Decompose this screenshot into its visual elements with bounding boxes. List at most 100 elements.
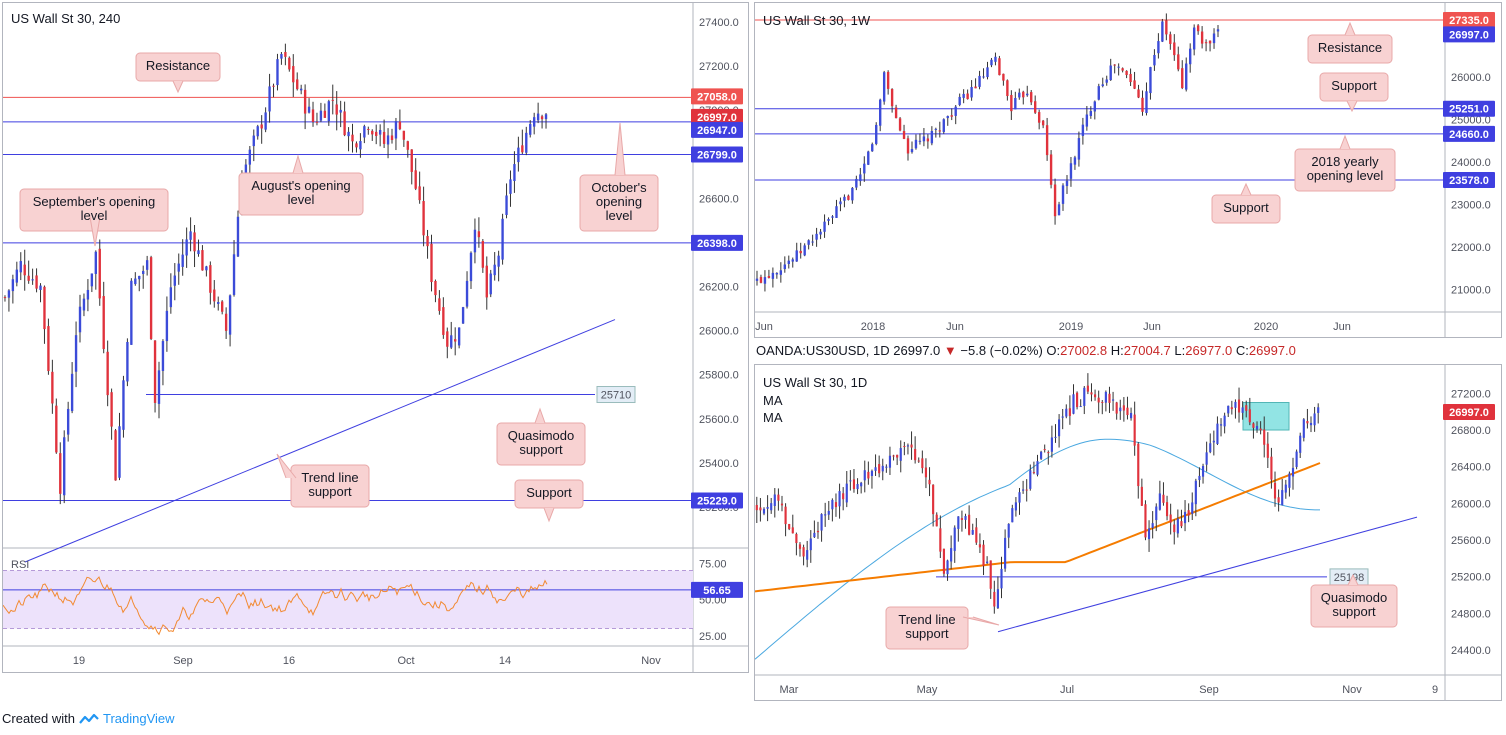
p4h-x-tick: 14 — [499, 655, 511, 667]
candle-body — [303, 89, 307, 114]
candle-body — [1273, 482, 1277, 499]
candle-body — [47, 326, 50, 372]
candle-body — [1043, 449, 1046, 451]
open-label: O: — [1046, 343, 1061, 358]
candle-body — [1192, 27, 1196, 50]
callout-resistance: Resistance — [135, 52, 221, 94]
candle-body — [971, 529, 974, 535]
chart-4h-svg[interactable]: 2571027400.027200.027000.026800.026600.0… — [3, 3, 749, 673]
candle-body — [1109, 65, 1112, 81]
candle-body — [228, 295, 232, 335]
candle-body — [1194, 480, 1197, 505]
candle-body — [942, 119, 945, 132]
candle-body — [236, 216, 240, 257]
candle-body — [996, 589, 999, 609]
callout-pointer — [292, 154, 304, 174]
footer-credit[interactable]: Created with TradingView — [2, 711, 175, 726]
candle-body — [775, 272, 779, 275]
candle-body — [759, 507, 762, 511]
candle-body — [161, 341, 165, 371]
candle-body — [935, 514, 938, 527]
candle-body — [770, 503, 773, 511]
p4h-y-tick: 25800.0 — [699, 370, 739, 382]
candle-body — [1176, 518, 1179, 534]
candle-body — [918, 140, 922, 142]
candle-body — [966, 93, 969, 100]
callout-text: opening — [596, 194, 642, 209]
candle-body — [855, 178, 858, 188]
candle-body — [540, 116, 544, 120]
trend-line — [24, 319, 616, 563]
candle-body — [1085, 114, 1089, 127]
price-tag: 26947.0 — [691, 121, 743, 138]
candle-body — [1101, 401, 1104, 403]
p1d-x-tick: Jul — [1060, 684, 1074, 696]
candle-body — [311, 109, 315, 122]
symbol-label: OANDA:US30USD, 1D — [756, 343, 890, 358]
candle-body — [280, 53, 283, 59]
candle-body — [892, 455, 895, 457]
price-tag: 25251.0 — [1443, 100, 1495, 117]
candle-body — [946, 560, 949, 575]
candle-body — [477, 231, 481, 238]
price-tag-bg — [1443, 403, 1495, 420]
candle-body — [1291, 467, 1295, 477]
chart-1d-svg[interactable]: 25198 27200.0 26800.0 26400.0 26000.0 25600.0… — [755, 365, 1502, 701]
candle-body — [957, 516, 960, 529]
candle-body — [11, 279, 15, 292]
candle-body — [1153, 54, 1156, 66]
callout-box — [885, 606, 969, 650]
p4h-y-tick: 27400.0 — [699, 17, 739, 29]
p1d-y-tick: 27200.0 — [1451, 388, 1491, 400]
p1d-x-tick: May — [917, 684, 938, 696]
candle-body — [906, 138, 910, 154]
callout-pointer — [962, 616, 1000, 626]
candle-body — [1281, 490, 1284, 506]
candle-body — [130, 280, 133, 345]
footer-brand[interactable]: TradingView — [102, 711, 175, 726]
price-tag-bg — [691, 88, 743, 105]
candle-body — [1040, 451, 1043, 459]
callout-text: Trend line — [301, 470, 358, 485]
chart-1w-svg[interactable]: 27000.026000.025000.024000.023000.022000… — [755, 3, 1502, 338]
candle-body — [1216, 423, 1219, 444]
price-tag-text: 26997.0 — [1449, 29, 1489, 41]
callout-text: Quasimodo — [508, 428, 574, 443]
candle-body — [418, 186, 421, 201]
candle-body — [870, 470, 874, 476]
candle-body — [1045, 125, 1049, 156]
candle-body — [842, 493, 845, 500]
price-tag-text: 27058.0 — [697, 91, 737, 103]
candle-body — [960, 518, 964, 520]
candle-body — [355, 143, 358, 148]
p1w-y-tick: 24000.0 — [1451, 157, 1491, 169]
candle-body — [1010, 94, 1013, 112]
chart-panel-1w[interactable]: 27000.026000.025000.024000.023000.022000… — [754, 2, 1502, 338]
low-value: 26977.0 — [1185, 343, 1233, 358]
candle-body — [932, 484, 935, 515]
price-tag-bg — [691, 492, 743, 509]
chart-panel-4h[interactable]: 2571027400.027200.027000.026800.026600.0… — [2, 2, 749, 673]
candle-body — [1173, 42, 1176, 56]
candle-body — [1277, 497, 1280, 503]
down-arrow-icon: ▼ — [943, 343, 957, 358]
candle-body — [232, 254, 236, 295]
candle-body — [998, 58, 1001, 76]
candle-body — [181, 254, 184, 267]
p4h-y-tick: 26000.0 — [699, 326, 739, 338]
candle-body — [906, 445, 910, 447]
candle-body — [863, 470, 866, 481]
p1w-x-tick: Jun — [1143, 321, 1161, 333]
candle-body — [950, 548, 953, 562]
candle-body — [1299, 435, 1302, 453]
candle-body — [422, 201, 425, 236]
candle-body — [1234, 401, 1237, 408]
candle-body — [1165, 20, 1168, 35]
chart-panel-1d[interactable]: 25198 27200.0 26800.0 26400.0 26000.0 25600.0… — [754, 364, 1502, 701]
symbol-info-bar: OANDA:US30USD, 1D 26997.0 ▼ −5.8 (−0.02%… — [756, 343, 1296, 358]
candle-body — [272, 85, 275, 87]
p1d-y-tick: 24400.0 — [1451, 645, 1491, 657]
candle-body — [1014, 97, 1017, 110]
candle-body — [1006, 80, 1009, 97]
